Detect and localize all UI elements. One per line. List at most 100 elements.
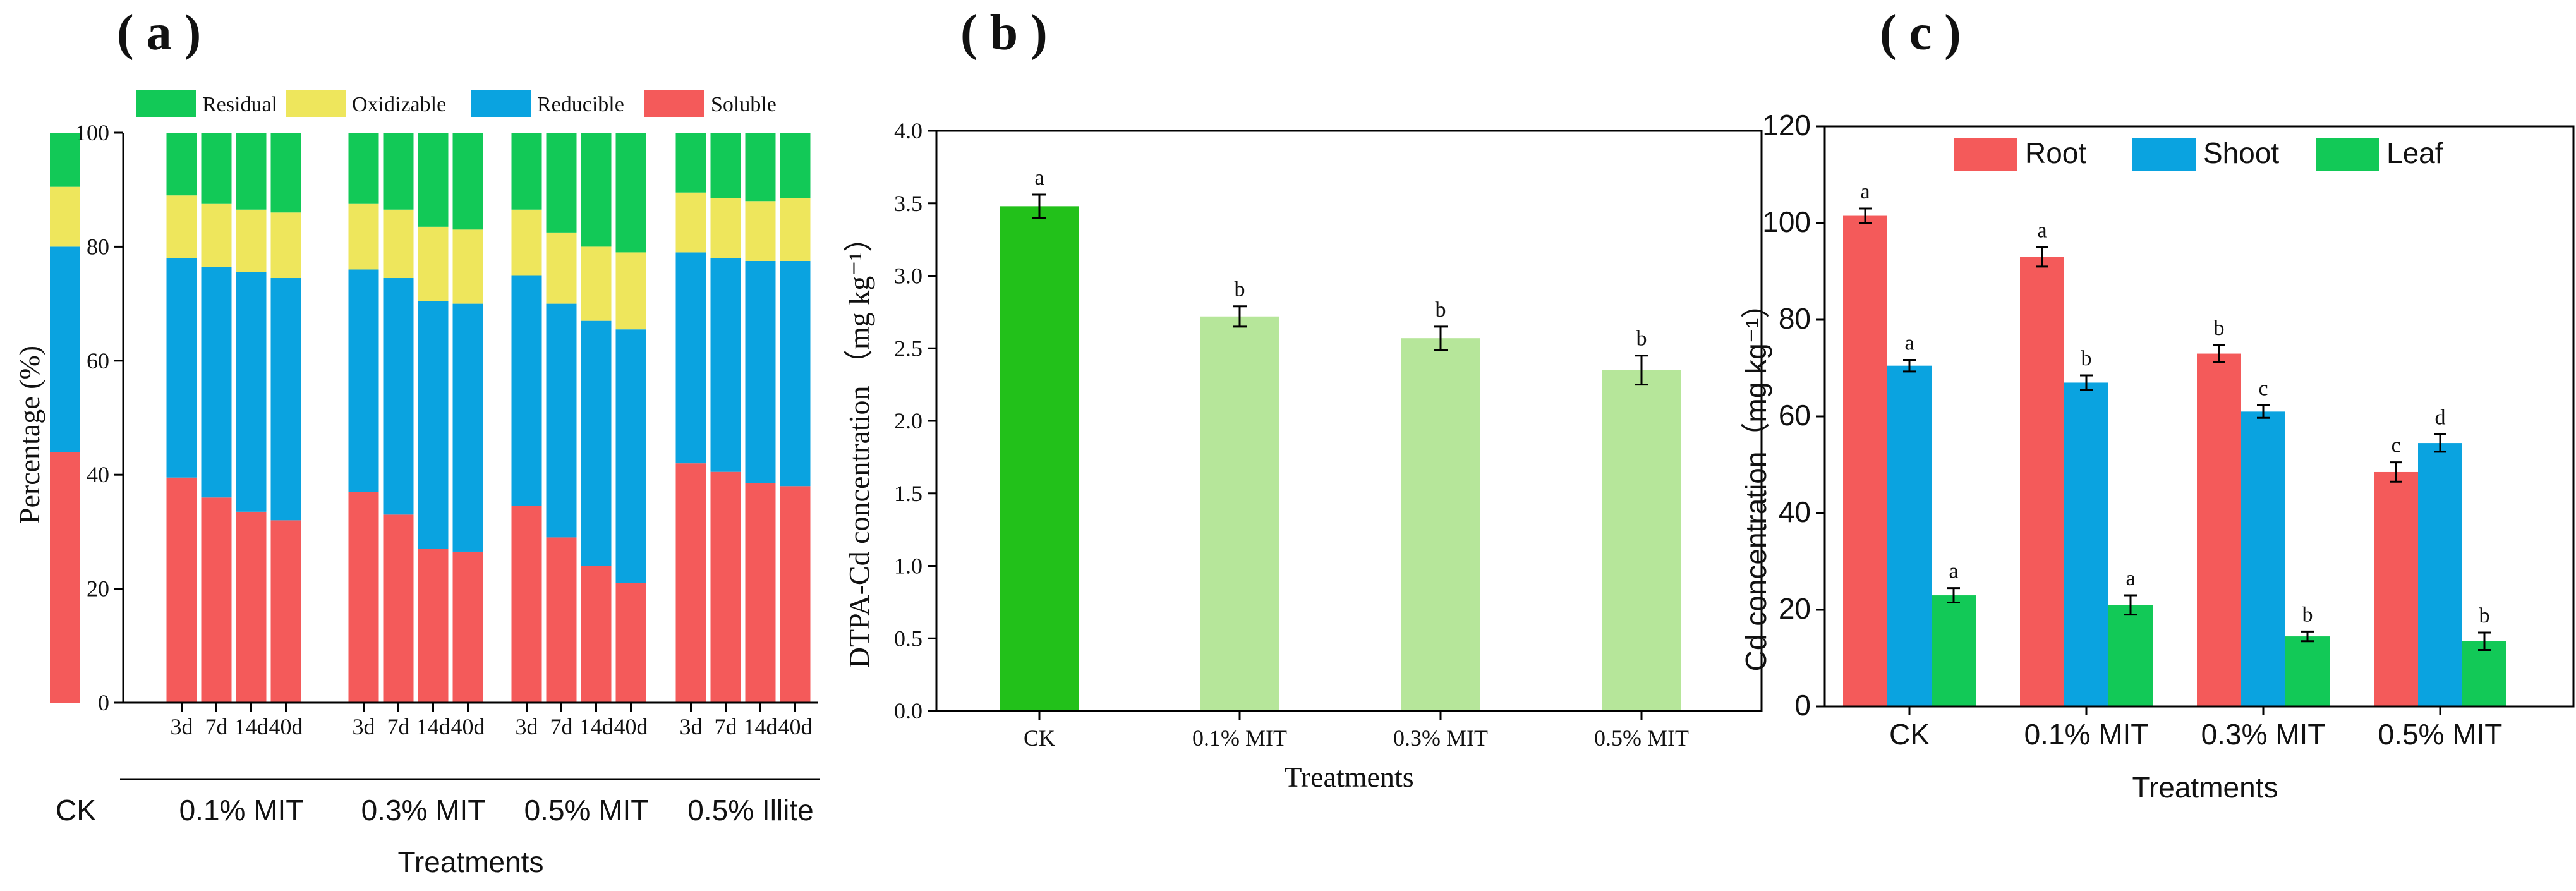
panel-a-ytick-label: 80 <box>87 234 109 259</box>
panel-a-group-label: 0.5% Illite <box>687 794 813 827</box>
panel-a-bar-soluble <box>710 471 741 703</box>
panel-c-sig-letter: a <box>1904 331 1914 355</box>
panel-a-group-label: 0.3% MIT <box>361 794 486 827</box>
panel-c-sig-letter: b <box>2214 317 2225 340</box>
panel-a-xtick-label: 7d <box>387 714 410 739</box>
panel-a-bar-oxidizable <box>675 192 706 253</box>
panel-c-xtick-label: CK <box>1889 718 1930 751</box>
panel-b-axes: 0.0 0.5 1.0 1.5 2.0 2.5 3.0 3.5 4.0 CK 0.1% MIT 0.3… <box>894 118 1763 751</box>
panel-c-legend-swatch <box>2132 138 2196 171</box>
panel-b-bar <box>1200 316 1279 711</box>
panel-b-ytick-label: 3.5 <box>894 191 922 216</box>
panel-c-ytick-label: 0 <box>1794 689 1811 722</box>
panel-c-legend-swatch <box>1954 138 2017 171</box>
panel-b-xtick-label: 0.3% MIT <box>1393 725 1488 751</box>
panel-a-bar-soluble <box>511 506 542 703</box>
panel-b-sig-letter: b <box>1436 298 1446 322</box>
panel-b-bar <box>1000 206 1079 712</box>
panel-a-bar-soluble <box>615 583 646 703</box>
panel-a-bar-reducible <box>675 252 706 464</box>
panel-a-xtick-label: 40d <box>269 714 303 739</box>
panel-a-xtick-label: 14d <box>744 714 778 739</box>
panel-b-ytick-label: 2.0 <box>894 408 922 433</box>
panel-a-bar-reducible <box>511 275 542 506</box>
panel-b-sig-letter: b <box>1636 327 1647 351</box>
panel-b-bar <box>1602 370 1681 711</box>
panel-a-ytick-label: 60 <box>87 348 109 373</box>
panel-a-xtick-label: 40d <box>451 714 485 739</box>
panel-a-ytick-label: 40 <box>87 462 109 487</box>
panel-a-xtick-label: 7d <box>205 714 228 739</box>
panel-a-bar-reducible <box>780 260 811 487</box>
panel-b-ytick-label: 3.0 <box>894 264 922 289</box>
panel-a-bar-reducible <box>615 329 646 583</box>
panel-b-sig-letter: b <box>1235 278 1245 301</box>
panel-c-legend-swatch <box>2316 138 2379 171</box>
panel-a-bar-residual <box>675 133 706 193</box>
panel-b-sig-letter: a <box>1034 166 1044 190</box>
panel-b-bars: a b b b <box>1000 166 1681 712</box>
panel-a-ylabel: Percentage (%) <box>13 346 45 524</box>
panel-c-ytick-label: 100 <box>1762 205 1811 238</box>
panel-a-legend-swatch <box>471 90 531 117</box>
panel-a-bar-residual <box>615 133 646 253</box>
panel-c-sig-letter: c <box>2391 434 2400 458</box>
panel-a-legend-label: Reducible <box>537 93 624 116</box>
panel-a-bar-soluble <box>452 551 483 703</box>
panel-a: ( a ) Residual Oxidizable Reducible Soluble… <box>13 5 820 878</box>
panel-a-bar-oxidizable <box>745 201 776 261</box>
panel-a-bar-soluble <box>201 497 232 703</box>
panel-a-bar-oxidizable <box>201 203 232 267</box>
panel-c-ytick-label: 60 <box>1779 399 1811 432</box>
panel-c-sig-letter: a <box>2037 219 2047 242</box>
panel-c-bar-shoot <box>2418 443 2462 706</box>
panel-a-bar-soluble <box>348 492 379 703</box>
panel-a-bar-oxidizable <box>348 203 379 270</box>
panel-a-bar-oxidizable <box>50 186 80 247</box>
panel-c-legend-label: Leaf <box>2386 136 2443 169</box>
panel-c-bar-leaf <box>2108 605 2153 706</box>
panel-a-legend-swatch <box>136 90 196 117</box>
panel-a-bar-soluble <box>581 566 612 703</box>
panel-a-xlabel: Treatments <box>398 846 544 878</box>
panel-c-ytick-label: 120 <box>1762 109 1811 142</box>
panel-a-ytick-label: 20 <box>87 576 109 602</box>
panel-a-bar-residual <box>546 133 577 233</box>
panel-b-xtick-label: 0.5% MIT <box>1594 725 1689 751</box>
panel-c-sig-letter: b <box>2302 603 2313 626</box>
panel-a-bar-reducible <box>581 320 612 566</box>
panel-b-xlabel: Treatments <box>1284 761 1413 793</box>
panel-a-bar-reducible <box>201 266 232 498</box>
panel-a-bar-residual <box>50 133 80 187</box>
panel-b-xtick-label: 0.1% MIT <box>1192 725 1287 751</box>
panel-a-bar-soluble <box>745 483 776 703</box>
panel-a-bar-oxidizable <box>418 226 449 301</box>
panel-a-bar-residual <box>511 133 542 210</box>
panel-a-xtick-label: 14d <box>416 714 450 739</box>
panel-c-bar-root <box>2197 353 2241 706</box>
panel-a-bar-oxidizable <box>511 209 542 276</box>
panel-a-xtick-label: 40d <box>778 714 813 739</box>
panel-a-bar-residual <box>710 133 741 198</box>
panel-c-label: ( c ) <box>1880 5 1961 61</box>
panel-c-xtick-label: 0.3% MIT <box>2201 718 2326 751</box>
panel-b-ytick-label: 1.0 <box>894 554 922 579</box>
panel-a-xtick-label: 3d <box>516 714 538 739</box>
panel-b-ylabel: DTPA-Cd concentration （mg kg⁻¹） <box>843 223 875 669</box>
panel-a-xtick-label: 40d <box>614 714 648 739</box>
panel-c-xtick-label: 0.5% MIT <box>2378 718 2503 751</box>
panel-a-bar-soluble <box>418 549 449 703</box>
panel-a-ytick-label: 100 <box>75 120 109 145</box>
panel-a-group-label: CK <box>56 794 96 827</box>
panel-a-xtick-label: 3d <box>680 714 703 739</box>
panel-a-bar-oxidizable <box>615 252 646 330</box>
panel-c-sig-letter: d <box>2435 406 2446 429</box>
panel-c-ytick-label: 20 <box>1779 592 1811 625</box>
panel-a-bar-reducible <box>348 269 379 492</box>
panel-a-bar-soluble <box>675 463 706 703</box>
panel-c-sig-letter: a <box>1860 180 1870 203</box>
panel-c-sig-letter: a <box>2126 567 2135 590</box>
panel-b-ytick-label: 0.5 <box>894 626 922 651</box>
panel-c-ytick-label: 40 <box>1779 495 1811 528</box>
panel-a-bar-soluble <box>166 477 197 703</box>
